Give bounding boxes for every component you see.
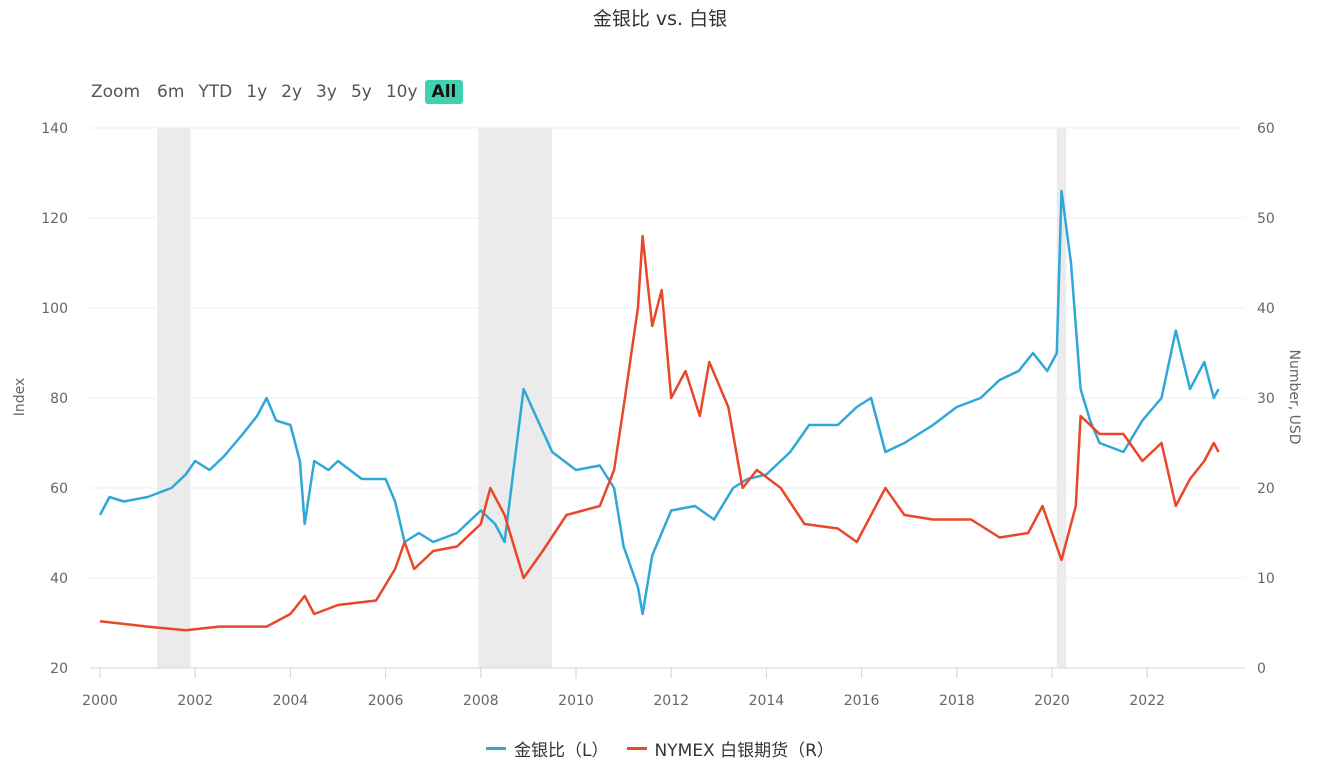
range-selector: Zoom 6m YTD 1y 2y 3y 5y 10y All — [84, 80, 464, 104]
x-tick-label: 2018 — [939, 693, 975, 709]
x-tick-label: 2012 — [653, 693, 689, 709]
range-button-ytd[interactable]: YTD — [198, 82, 233, 102]
x-tick-label: 2006 — [368, 693, 404, 709]
right-tick-label: 30 — [1257, 391, 1275, 407]
legend-swatch-silver — [626, 747, 647, 750]
left-tick-label: 100 — [41, 301, 68, 317]
x-tick-label: 2014 — [749, 693, 785, 709]
x-tick-label: 2016 — [844, 693, 880, 709]
legend-label-silver: NYMEX 白银期货（R） — [654, 741, 834, 761]
range-button-3y[interactable]: 3y — [316, 82, 337, 102]
left-axis-title: Index — [12, 378, 28, 417]
right-tick-label: 0 — [1257, 661, 1266, 677]
x-tick-label: 2008 — [463, 693, 499, 709]
legend: 金银比（L） NYMEX 白银期货（R） — [0, 736, 1320, 761]
gold-silver-ratio-line — [98, 189, 1220, 616]
right-tick-label: 40 — [1257, 301, 1275, 317]
range-button-all[interactable]: All — [424, 80, 464, 104]
range-button-10y[interactable]: 10y — [385, 82, 418, 102]
range-button-2y[interactable]: 2y — [281, 82, 303, 102]
right-axis-title: Number, USD — [1286, 349, 1302, 444]
x-tick-label: 2010 — [558, 693, 594, 709]
chart-title: 金银比 vs. 白银 — [592, 8, 728, 30]
range-button-1y[interactable]: 1y — [246, 82, 268, 102]
x-tick-label: 2020 — [1034, 693, 1070, 709]
recession-band — [478, 128, 553, 668]
legend-label-ratio: 金银比（L） — [514, 741, 609, 761]
x-tick-label: 2004 — [273, 693, 309, 709]
zoom-label: Zoom — [91, 82, 141, 102]
left-tick-label: 60 — [50, 481, 68, 497]
x-tick-label: 2000 — [82, 693, 118, 709]
right-tick-label: 50 — [1257, 211, 1275, 227]
silver-price-line — [99, 234, 1220, 632]
right-tick-label: 60 — [1257, 121, 1275, 137]
legend-item-ratio[interactable]: 金银比（L） — [486, 736, 609, 761]
x-tick-label: 2002 — [177, 693, 213, 709]
legend-swatch-ratio — [486, 747, 507, 750]
range-button-5y[interactable]: 5y — [350, 82, 372, 102]
left-tick-label: 40 — [50, 571, 68, 587]
left-tick-label: 140 — [41, 121, 68, 137]
recession-band — [1056, 128, 1067, 668]
right-tick-label: 10 — [1257, 571, 1275, 587]
left-tick-label: 80 — [50, 391, 68, 407]
left-tick-label: 20 — [50, 661, 68, 677]
left-tick-label: 120 — [41, 211, 68, 227]
recession-band — [157, 128, 191, 668]
legend-item-silver[interactable]: NYMEX 白银期货（R） — [626, 736, 834, 761]
x-tick-label: 2022 — [1129, 693, 1165, 709]
right-tick-label: 20 — [1257, 481, 1275, 497]
range-button-6m[interactable]: 6m — [157, 82, 185, 102]
